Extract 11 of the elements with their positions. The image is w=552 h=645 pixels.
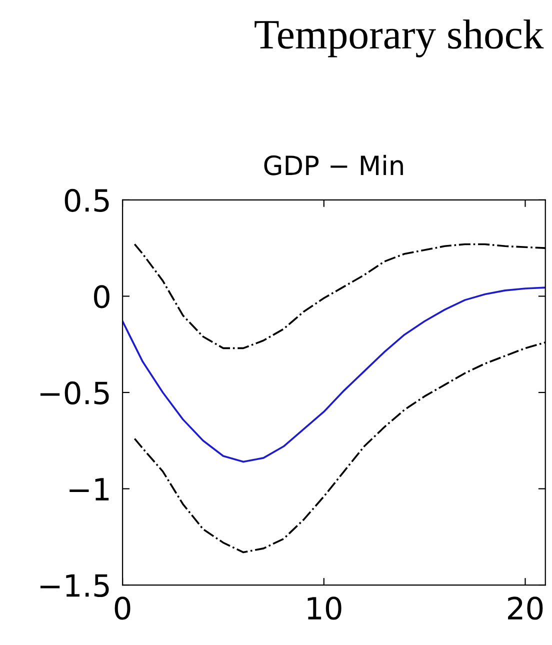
chart-subtitle: GDP − Min (264, 154, 403, 176)
y-tick-label: −1.5 (40, 574, 109, 598)
y-tick-label: −1 (70, 478, 109, 500)
line-series (122, 286, 546, 463)
y-tick-label: −0.5 (40, 381, 109, 405)
x-tick-label: 0 (114, 596, 130, 620)
x-tick-label: 10 (308, 596, 342, 620)
x-tick-label: 20 (508, 596, 543, 620)
chart-title: Temporary shock (254, 19, 544, 58)
y-tick-label: 0 (94, 285, 110, 308)
y-tick-label: 0.5 (64, 188, 109, 212)
